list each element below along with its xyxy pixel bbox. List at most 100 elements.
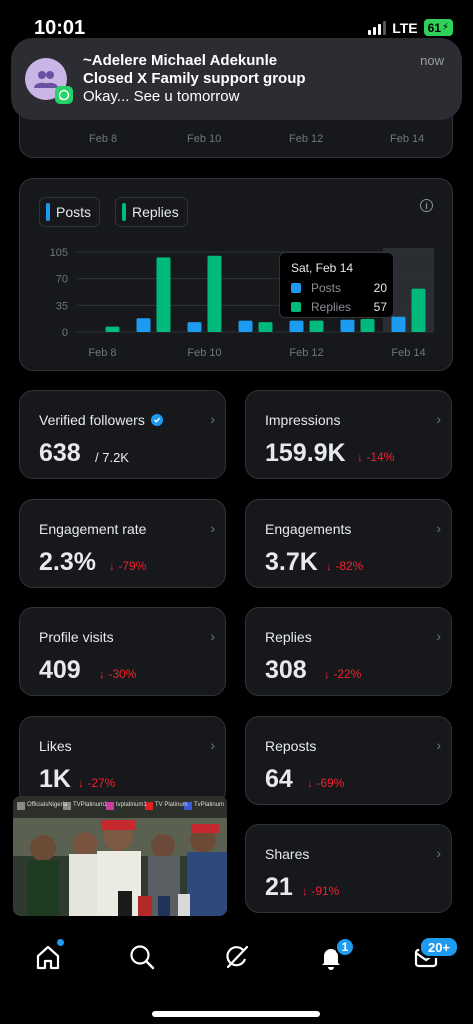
group-icon <box>25 58 67 100</box>
metric-card-shares[interactable]: Shares › 21 ↓ -91% <box>245 824 452 913</box>
whatsapp-notification[interactable]: ~Adelere Michael Adekunle Closed X Famil… <box>11 38 462 120</box>
battery-level: 61 <box>427 20 441 35</box>
metric-label: Engagements <box>265 521 352 537</box>
tooltip-replies-label: Replies <box>311 300 352 314</box>
metric-card-verified-followers[interactable]: Verified followers › 638 / 7.2K <box>19 390 226 479</box>
metric-label: Reposts <box>265 738 317 754</box>
home-icon[interactable] <box>28 939 68 975</box>
x-tick-label: Feb 12 <box>289 133 324 145</box>
picture-in-picture-video[interactable]: OfficialsNigeria TVPlatinum1 tvplatinum1… <box>13 796 227 916</box>
battery-icon: 61 ⚡ <box>423 19 453 36</box>
chevron-right-icon: › <box>436 628 441 644</box>
tooltip-date: Sat, Feb 14 <box>291 261 354 275</box>
legend-replies-label: Replies <box>132 204 179 220</box>
x-tick-label: Feb 10 <box>187 133 222 145</box>
x-tick-label: Feb 10 <box>187 347 221 359</box>
notifications-badge: 1 <box>335 937 355 957</box>
chevron-right-icon: › <box>436 737 441 753</box>
metric-value: 21 <box>265 873 293 901</box>
bar-posts <box>187 322 202 332</box>
bar-replies <box>207 255 222 332</box>
info-icon[interactable]: i <box>420 199 433 212</box>
metric-value: 638 <box>39 439 81 467</box>
tooltip-posts-label: Posts <box>311 281 342 295</box>
metric-card-replies[interactable]: Replies › 308 ↓ -22% <box>245 607 452 696</box>
replies-swatch <box>122 203 126 221</box>
bar-posts <box>238 320 253 332</box>
notification-group: Closed X Family support group <box>83 70 306 87</box>
chevron-right-icon: › <box>436 411 441 427</box>
metric-card-likes[interactable]: Likes › 1K ↓ -27% <box>19 716 226 805</box>
metric-value: 308 <box>265 656 307 684</box>
video-channel-tag: TV Platinum <box>155 802 188 808</box>
bar-posts <box>289 320 304 332</box>
bar-posts <box>340 319 355 332</box>
chevron-right-icon: › <box>210 520 215 536</box>
metric-label: Profile visits <box>39 629 114 645</box>
metric-card-impressions[interactable]: Impressions › 159.9K ↓ -14% <box>245 390 452 479</box>
metric-card-reposts[interactable]: Reposts › 64 ↓ -69% <box>245 716 452 805</box>
metric-value: 3.7K <box>265 548 318 576</box>
tooltip-row-replies: Replies 57 <box>291 300 387 314</box>
x-tick-label: Feb 8 <box>88 347 116 359</box>
chevron-right-icon: › <box>436 520 441 536</box>
legend-toggle-posts[interactable]: Posts <box>39 197 101 227</box>
video-frame-image <box>13 796 227 916</box>
notifications-icon[interactable] <box>311 939 351 975</box>
notification-message: Okay... See u tomorrow <box>83 88 240 105</box>
tooltip-replies-value: 57 <box>373 300 387 314</box>
y-tick-label: 35 <box>56 300 68 312</box>
bar-replies <box>411 288 426 332</box>
metric-label: Impressions <box>265 412 341 428</box>
metric-card-engagements[interactable]: Engagements › 3.7K ↓ -82% <box>245 499 452 588</box>
x-tick-label: Feb 12 <box>289 347 323 359</box>
legend-toggle-replies[interactable]: Replies <box>115 197 188 227</box>
bottom-nav: 1 20+ <box>0 925 473 1024</box>
messages-badge: 20+ <box>419 936 459 958</box>
y-tick-label: 70 <box>56 274 68 286</box>
bar-chart: 0 35 70 105 Feb 8 Feb 10 Feb 12 Feb 14 <box>50 247 434 359</box>
metric-change: ↓ -30% <box>99 667 137 681</box>
metric-label: Engagement rate <box>39 521 147 537</box>
legend-posts-label: Posts <box>56 204 92 220</box>
status-time: 10:01 <box>34 17 86 39</box>
metric-card-engagement-rate[interactable]: Engagement rate › 2.3% ↓ -79% <box>19 499 226 588</box>
tooltip-posts-swatch <box>291 283 301 293</box>
metric-value: 159.9K <box>265 439 346 467</box>
metric-change: ↓ -22% <box>324 667 362 681</box>
network-label: LTE <box>392 19 418 36</box>
bar-replies <box>360 319 375 332</box>
home-unread-dot <box>57 939 64 946</box>
home-indicator <box>152 1011 320 1017</box>
signal-icon <box>368 20 387 35</box>
metric-card-profile-visits[interactable]: Profile visits › 409 ↓ -30% <box>19 607 226 696</box>
grok-icon[interactable] <box>217 939 257 975</box>
search-icon[interactable] <box>122 939 162 975</box>
metric-value: 2.3% <box>39 548 96 576</box>
video-channel-tag: tvplatinum1 <box>116 802 147 808</box>
tooltip-replies-swatch <box>291 302 301 312</box>
metric-label: Shares <box>265 846 310 862</box>
metric-change: ↓ -82% <box>326 559 364 573</box>
status-right: LTE 61 ⚡ <box>368 19 453 36</box>
metric-change: ↓ -91% <box>302 884 340 898</box>
bar-replies <box>156 257 171 332</box>
bar-posts <box>391 316 406 332</box>
y-tick-label: 0 <box>62 327 68 339</box>
posts-swatch <box>46 203 50 221</box>
metric-value: 1K <box>39 765 71 793</box>
bar-replies <box>309 320 324 332</box>
tooltip-posts-value: 20 <box>373 281 387 295</box>
metric-change: ↓ -14% <box>357 450 395 464</box>
x-tick-label: Feb 14 <box>390 133 425 145</box>
metric-value: 409 <box>39 656 81 684</box>
metric-label: Likes <box>39 738 72 754</box>
metric-change: ↓ -27% <box>78 776 116 790</box>
tooltip-row-posts: Posts 20 <box>291 281 387 295</box>
chart-tooltip: Sat, Feb 14 Posts 20 Replies 57 <box>279 252 394 318</box>
metric-change: ↓ -69% <box>307 776 345 790</box>
metric-label: Verified followers <box>39 412 163 428</box>
metric-subvalue: / 7.2K <box>95 450 129 465</box>
bar-posts <box>136 318 151 332</box>
bar-replies <box>258 322 273 332</box>
